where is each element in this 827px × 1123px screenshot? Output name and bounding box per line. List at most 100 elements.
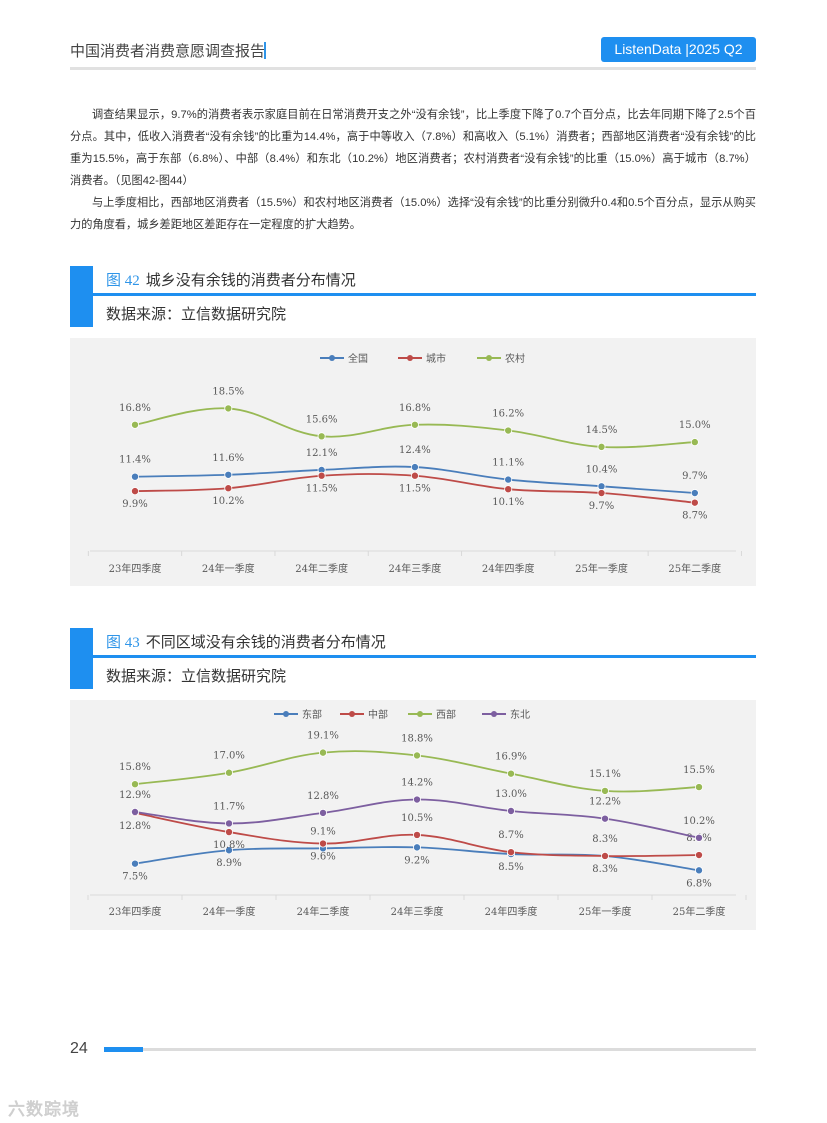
x-tick-label: 25年一季度: [579, 905, 632, 918]
data-point: [410, 463, 419, 472]
figure-number: 图 43: [106, 635, 140, 651]
data-point: [690, 498, 699, 507]
data-point: [318, 808, 327, 817]
data-point: [318, 748, 327, 757]
data-label: 12.8%: [119, 821, 151, 832]
data-point: [224, 404, 233, 413]
data-point: [597, 482, 606, 491]
data-label: 10.2%: [683, 816, 715, 827]
x-tick-label: 24年二季度: [295, 562, 348, 575]
x-tick-label: 25年二季度: [673, 905, 726, 918]
data-label: 11.6%: [212, 453, 244, 464]
data-label: 9.6%: [310, 852, 335, 863]
data-label: 18.5%: [212, 386, 244, 397]
legend-marker: [407, 355, 413, 361]
header-separator: [264, 42, 266, 59]
x-tick-label: 24年四季度: [482, 562, 535, 575]
data-point: [131, 487, 140, 496]
data-point: [597, 442, 606, 451]
data-label: 9.1%: [310, 826, 335, 837]
legend-label: 农村: [505, 352, 525, 365]
data-label: 16.9%: [495, 752, 527, 763]
data-point: [410, 420, 419, 429]
data-label: 12.9%: [119, 790, 151, 801]
data-label: 16.8%: [119, 403, 151, 414]
x-tick-label: 23年四季度: [109, 905, 162, 918]
data-point: [224, 828, 233, 837]
legend-label: 东部: [302, 708, 322, 721]
data-point: [224, 768, 233, 777]
data-point: [412, 843, 421, 852]
data-label: 15.6%: [306, 414, 338, 425]
legend-marker: [486, 355, 492, 361]
footer-accent: [104, 1047, 143, 1052]
data-point: [224, 846, 233, 855]
body-paragraph-2: 与上季度相比，西部地区消费者（15.5%）和农村地区消费者（15.0%）选择“没…: [70, 197, 756, 231]
data-point: [412, 751, 421, 760]
data-label: 8.9%: [216, 858, 241, 869]
data-label: 12.1%: [306, 448, 338, 459]
data-label: 15.5%: [683, 765, 715, 776]
data-point: [506, 807, 515, 816]
data-label: 15.1%: [589, 769, 621, 780]
data-point: [597, 489, 606, 498]
data-label: 12.4%: [399, 445, 431, 456]
data-point: [695, 866, 704, 875]
chart-43: 23年四季度 24年一季度 24年二季度 24年三季度 24年四季度 25年一季度 25年二…: [87, 708, 747, 918]
data-point: [131, 420, 140, 429]
brand-badge: ListenData |2025 Q2: [601, 37, 756, 62]
x-tick-label: 24年三季度: [391, 905, 444, 918]
legend-marker: [283, 711, 289, 717]
data-label: 12.8%: [307, 791, 339, 802]
data-label: 16.8%: [399, 403, 431, 414]
data-point: [601, 851, 610, 860]
data-label: 11.1%: [492, 458, 524, 469]
data-point: [695, 851, 704, 860]
watermark: 六数踪境: [8, 1100, 80, 1119]
data-label: 8.7%: [682, 511, 707, 522]
legend-marker: [417, 711, 423, 717]
data-point: [317, 471, 326, 480]
chart-42-panel: 23年四季度 24年一季度 24年二季度 24年三季度 24年四季度 25年一季度 25年二…: [70, 338, 756, 586]
data-label: 10.1%: [492, 497, 524, 508]
legend-marker: [491, 711, 497, 717]
data-point: [412, 795, 421, 804]
data-label: 9.7%: [589, 501, 614, 512]
data-point: [317, 432, 326, 441]
footer-divider: [104, 1048, 756, 1051]
data-label: 15.0%: [679, 420, 711, 431]
data-label: 9.9%: [122, 499, 147, 510]
figure-43-title: 图 43 不同区域没有余钱的消费者分布情况: [106, 631, 386, 652]
data-point: [318, 839, 327, 848]
legend-label: 东北: [510, 708, 530, 721]
data-label: 11.5%: [306, 484, 338, 495]
legend-label: 全国: [348, 352, 368, 365]
data-point: [695, 833, 704, 842]
data-label: 16.2%: [492, 409, 524, 420]
data-label: 11.7%: [213, 801, 245, 812]
figure-title-text: 不同区域没有余钱的消费者分布情况: [145, 635, 386, 651]
figure-43-source: 数据来源：立信数据研究院: [106, 669, 287, 685]
x-tick-label: 23年四季度: [109, 562, 162, 575]
x-tick-label: 24年四季度: [485, 905, 538, 918]
figure-accent-bar: [70, 266, 93, 327]
data-point: [506, 848, 515, 857]
data-label: 19.1%: [307, 731, 339, 742]
x-tick-label: 24年三季度: [389, 562, 442, 575]
page-number: 24: [70, 1040, 88, 1057]
data-label: 14.5%: [586, 425, 618, 436]
data-label: 13.0%: [495, 789, 527, 800]
x-tick-label: 24年一季度: [203, 905, 256, 918]
data-label: 10.4%: [586, 464, 618, 475]
figure-42-title: 图 42 城乡没有余钱的消费者分布情况: [106, 269, 356, 290]
x-tick-label: 24年二季度: [297, 905, 350, 918]
data-point: [224, 470, 233, 479]
data-label: 15.8%: [119, 762, 151, 773]
data-point: [131, 859, 140, 868]
data-point: [131, 807, 140, 816]
legend-marker: [349, 711, 355, 717]
data-point: [504, 485, 513, 494]
data-point: [695, 783, 704, 792]
data-label: 12.2%: [589, 797, 621, 808]
data-label: 11.5%: [399, 484, 431, 495]
